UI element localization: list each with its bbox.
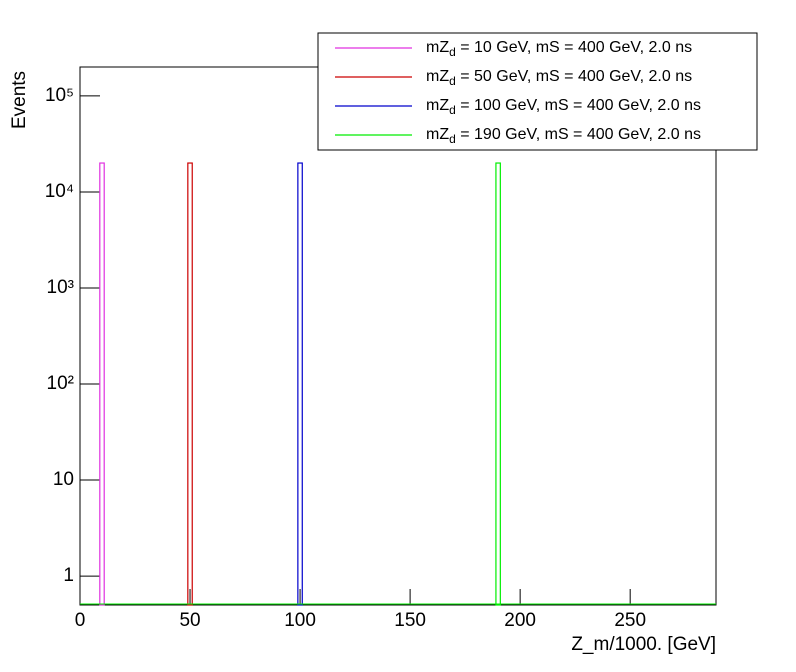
histogram-bin	[495, 162, 501, 606]
y-tick-label: 10²	[47, 373, 74, 394]
y-tick-label: 10⁵	[45, 85, 74, 106]
x-tick-label: 100	[284, 610, 316, 631]
y-tick-label: 10³	[47, 277, 74, 298]
histogram-bin	[187, 162, 193, 606]
y-tick-label: 1	[63, 565, 74, 586]
histogram-bin	[99, 162, 105, 606]
y-axis-title: Events	[9, 71, 30, 129]
legend-label: mZd = 190 GeV, mS = 400 GeV, 2.0 ns	[426, 126, 701, 146]
legend-box	[317, 32, 758, 151]
x-tick-label: 0	[75, 610, 86, 631]
y-tick-label: 10	[53, 469, 74, 490]
legend-label: mZd = 10 GeV, mS = 400 GeV, 2.0 ns	[426, 39, 692, 59]
histogram-bin	[297, 162, 303, 606]
legend-label: mZd = 100 GeV, mS = 400 GeV, 2.0 ns	[426, 97, 701, 117]
x-axis-title: Z_m/1000. [GeV]	[571, 634, 716, 655]
legend-label: mZd = 50 GeV, mS = 400 GeV, 2.0 ns	[426, 68, 692, 88]
x-tick-label: 250	[614, 610, 646, 631]
y-tick-label: 10⁴	[45, 181, 74, 202]
x-tick-label: 150	[394, 610, 426, 631]
x-tick-label: 200	[504, 610, 536, 631]
x-tick-label: 50	[179, 610, 200, 631]
